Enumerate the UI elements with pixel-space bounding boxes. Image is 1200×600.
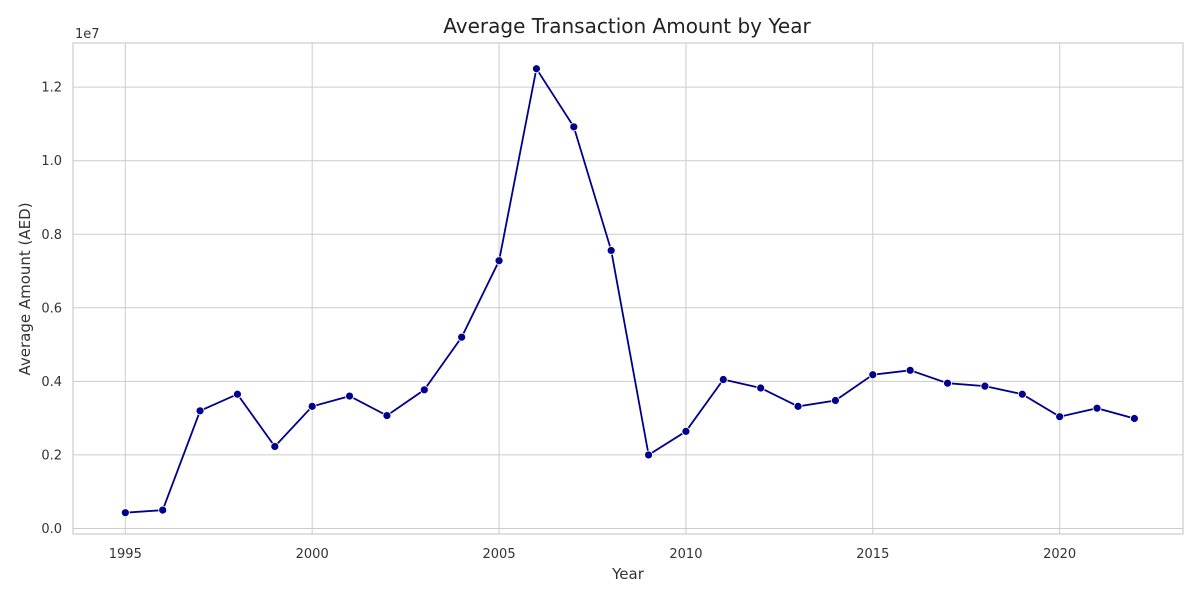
data-point-2022 <box>1130 414 1139 423</box>
y-tick-label: 1.0 <box>41 154 62 169</box>
x-tick-label: 2020 <box>1043 547 1076 562</box>
data-point-2003 <box>419 385 429 395</box>
y-axis-label: Average Amount (AED) <box>16 202 34 375</box>
y-tick-label: 0.2 <box>41 448 62 463</box>
data-point-1996 <box>158 505 168 515</box>
data-point-2002 <box>382 411 392 420</box>
plot-frame <box>72 42 1184 535</box>
data-point-2010 <box>681 426 691 436</box>
x-tick-label: 1995 <box>109 547 142 562</box>
x-axis-label: Year <box>611 565 645 583</box>
data-point-1998 <box>233 389 242 399</box>
data-point-2012 <box>756 383 766 393</box>
series-line <box>125 66 1135 514</box>
x-tick-label: 2005 <box>483 547 516 562</box>
data-point-2009 <box>644 450 653 460</box>
y-tick-label: 0.0 <box>41 522 62 537</box>
data-point-2006 <box>532 64 541 74</box>
x-tick-label: 2010 <box>669 547 702 562</box>
data-point-2014 <box>831 396 840 405</box>
y-tick-label: 1.2 <box>41 81 62 96</box>
data-point-1999 <box>270 442 280 451</box>
data-point-2013 <box>793 401 803 411</box>
data-point-2020 <box>1055 412 1065 422</box>
y-tick-label: 0.6 <box>41 301 62 316</box>
data-point-2001 <box>345 391 354 401</box>
tick-labels: 1995 2000 2005 2010 2015 2020 0.0 0.2 0.4 0.6 0.8 1… <box>41 81 1076 562</box>
y-tick-label: 0.4 <box>41 375 62 390</box>
data-point-2004 <box>457 332 467 342</box>
data-point-1997 <box>195 406 205 416</box>
grid <box>73 43 1183 534</box>
data-point-2005 <box>494 256 504 266</box>
x-tick-label: 2000 <box>296 547 329 562</box>
data-point-2019 <box>1017 389 1027 399</box>
series-average-amount <box>120 64 1139 518</box>
data-point-2017 <box>943 378 952 388</box>
x-tick-label: 2015 <box>856 547 889 562</box>
data-point-1995 <box>120 508 130 518</box>
data-point-2016 <box>905 365 915 375</box>
data-point-2018 <box>980 381 990 391</box>
data-point-2015 <box>868 370 878 380</box>
chart-title: Average Transaction Amount by Year <box>443 14 811 38</box>
data-point-2021 <box>1092 403 1102 413</box>
data-point-2007 <box>569 122 579 132</box>
data-point-2011 <box>718 375 728 384</box>
data-point-2008 <box>606 246 616 255</box>
y-tick-label: 0.8 <box>41 228 62 243</box>
data-point-2000 <box>307 401 317 411</box>
y-axis-offset-label: 1e7 <box>75 27 100 42</box>
